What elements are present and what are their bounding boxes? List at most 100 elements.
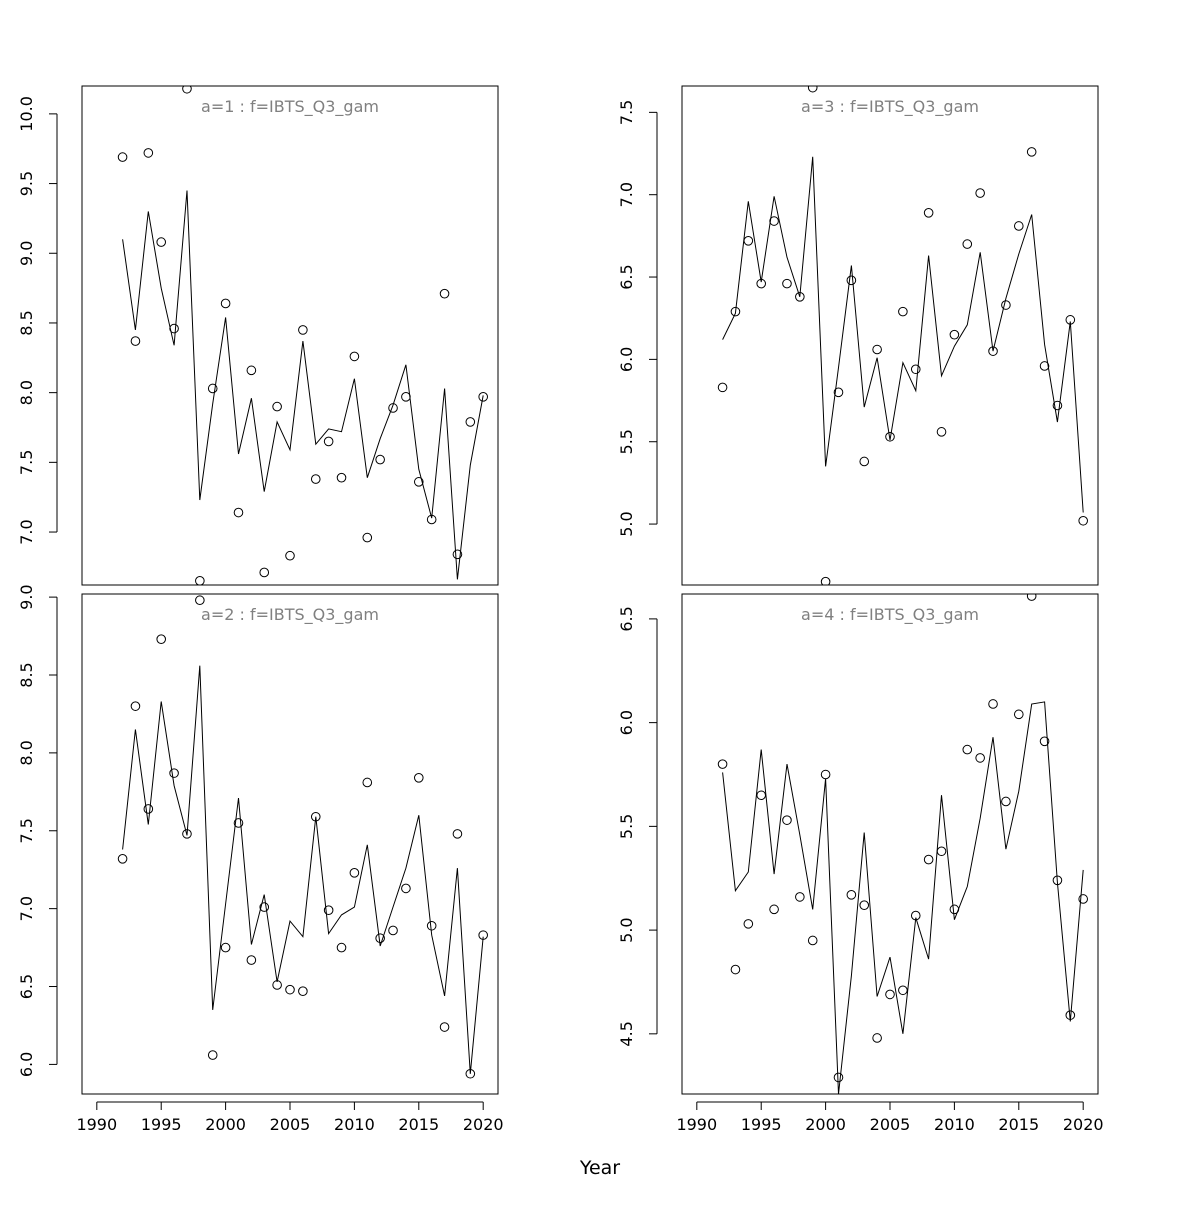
observed-point xyxy=(195,576,205,585)
observed-point xyxy=(820,576,831,585)
observed-point xyxy=(156,237,167,247)
observed-point xyxy=(975,753,985,763)
observed-point xyxy=(923,854,934,865)
observed-point xyxy=(413,773,424,783)
x-tick-label: 2015 xyxy=(998,1115,1039,1134)
observed-point xyxy=(807,935,818,946)
observed-point xyxy=(478,392,488,402)
panel-title: a=4 : f=IBTS_Q3_gam xyxy=(801,605,979,625)
observed-point xyxy=(1013,709,1024,720)
observed-point xyxy=(220,942,231,953)
observed-point xyxy=(220,298,231,309)
observed-point xyxy=(349,351,360,362)
observed-point xyxy=(833,387,844,398)
observed-point xyxy=(362,777,373,788)
observed-point xyxy=(195,595,205,606)
observed-point xyxy=(975,188,985,198)
panel-title: a=2 : f=IBTS_Q3_gam xyxy=(201,605,379,625)
observed-point xyxy=(730,306,741,317)
observed-point xyxy=(259,902,270,912)
observed-point xyxy=(426,920,437,931)
observed-point xyxy=(820,769,831,780)
plot-frame xyxy=(81,593,499,1095)
x-tick-label: 1990 xyxy=(676,1115,717,1134)
y-tick-label: 6.5 xyxy=(617,606,636,631)
y-tick-label: 7.5 xyxy=(17,450,36,475)
observed-point xyxy=(1026,594,1037,601)
observed-point xyxy=(413,477,424,487)
observed-point xyxy=(169,768,179,778)
y-tick-label: 10.0 xyxy=(17,96,36,132)
observed-point xyxy=(795,892,805,902)
observed-point xyxy=(336,942,347,953)
x-tick-label: 2000 xyxy=(205,1115,246,1134)
observed-point xyxy=(233,507,244,518)
x-tick-label: 2005 xyxy=(270,1115,311,1134)
fitted-line xyxy=(722,156,1084,513)
y-tick-label: 6.5 xyxy=(17,974,36,999)
y-tick-label: 9.5 xyxy=(17,171,36,196)
observed-point xyxy=(1026,147,1037,157)
observed-point xyxy=(898,306,908,317)
observed-point xyxy=(756,790,767,801)
fitted-line xyxy=(122,665,484,1074)
y-tick-label: 7.0 xyxy=(17,896,36,921)
observed-point xyxy=(859,456,870,467)
observed-point xyxy=(285,984,295,995)
observed-point xyxy=(988,699,998,709)
observed-point xyxy=(439,1022,450,1032)
observed-point xyxy=(1039,361,1050,371)
x-tick-label: 2020 xyxy=(1063,1115,1104,1134)
observed-point xyxy=(246,365,257,376)
observed-point xyxy=(323,905,334,915)
observed-point xyxy=(285,550,295,561)
observed-point xyxy=(1001,300,1011,310)
y-tick-label: 6.0 xyxy=(617,710,636,735)
fitted-line xyxy=(722,701,1084,1094)
observed-point xyxy=(846,275,857,286)
observed-point xyxy=(769,216,779,226)
observed-point xyxy=(349,868,360,878)
observed-point xyxy=(1052,400,1063,411)
x-tick-label: 1995 xyxy=(141,1115,182,1134)
x-tick-label: 2005 xyxy=(870,1115,911,1134)
fitted-line xyxy=(122,190,484,580)
observed-point xyxy=(298,325,308,335)
observed-point xyxy=(782,815,792,825)
y-tick-label: 7.0 xyxy=(17,519,36,544)
x-tick-label: 1990 xyxy=(76,1115,117,1134)
plot-frame xyxy=(681,593,1099,1095)
observed-point xyxy=(730,964,741,975)
observed-point xyxy=(336,472,347,483)
observed-point xyxy=(298,986,308,996)
observed-point xyxy=(182,86,192,94)
y-tick-label: 4.5 xyxy=(617,1021,636,1046)
plot-frame xyxy=(81,85,499,586)
panel-data xyxy=(117,595,488,1079)
observed-point xyxy=(1078,515,1088,526)
panel-data xyxy=(717,594,1088,1094)
observed-point xyxy=(898,985,908,996)
x-tick-label: 2020 xyxy=(463,1115,504,1134)
observed-point xyxy=(936,846,947,857)
observed-point xyxy=(1013,221,1024,231)
x-tick-label: 2010 xyxy=(334,1115,375,1134)
observed-point xyxy=(833,1072,844,1083)
y-tick-label: 7.5 xyxy=(17,818,36,843)
observed-point xyxy=(872,344,882,355)
observed-point xyxy=(156,634,167,644)
observed-point xyxy=(717,759,728,769)
observed-point xyxy=(465,417,476,427)
y-tick-label: 7.0 xyxy=(617,182,636,207)
x-tick-label: 2015 xyxy=(398,1115,439,1134)
observed-point xyxy=(743,919,754,929)
y-tick-label: 5.0 xyxy=(617,511,636,536)
observed-point xyxy=(246,955,257,965)
observed-point xyxy=(439,288,450,299)
panel-title: a=1 : f=IBTS_Q3_gam xyxy=(201,97,379,117)
y-tick-label: 9.0 xyxy=(17,241,36,266)
y-tick-label: 5.5 xyxy=(617,429,636,454)
x-tick-label: 2010 xyxy=(934,1115,975,1134)
observed-point xyxy=(717,382,728,393)
